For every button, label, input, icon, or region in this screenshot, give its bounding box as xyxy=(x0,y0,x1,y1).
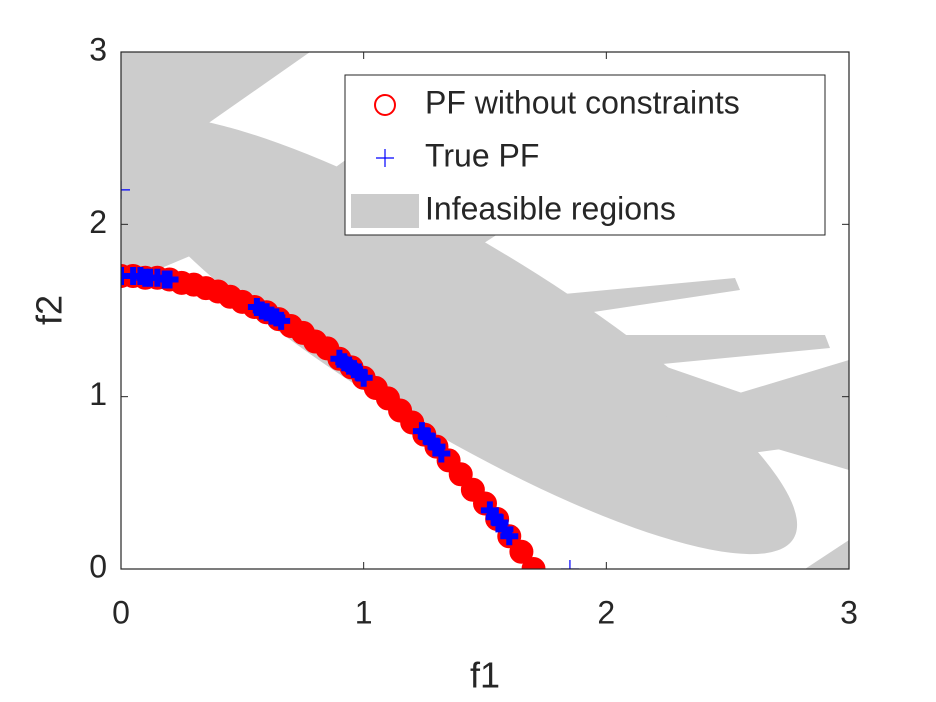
infeasible-regions xyxy=(121,52,849,569)
legend-marker xyxy=(376,149,394,167)
y-tick-label: 0 xyxy=(89,548,107,584)
point xyxy=(121,180,130,199)
axes-box xyxy=(120,51,850,570)
x-tick-label: 1 xyxy=(355,594,373,630)
point xyxy=(272,311,291,330)
x-tick-label: 2 xyxy=(597,594,615,630)
legend-label: PF without constraints xyxy=(425,84,740,120)
point xyxy=(432,444,451,463)
y-axis-label: f2 xyxy=(29,295,70,325)
legend-marker xyxy=(351,194,419,228)
y-tick-label: 2 xyxy=(89,204,107,240)
plot-marks xyxy=(121,180,579,569)
x-tick-label: 3 xyxy=(840,594,858,630)
x-axis-label: f1 xyxy=(470,655,500,696)
point xyxy=(560,560,579,569)
y-tick-label: 3 xyxy=(89,31,107,67)
point xyxy=(509,539,534,564)
point xyxy=(521,557,546,569)
point xyxy=(448,462,473,487)
y-tick-label: 1 xyxy=(89,376,107,412)
legend-label: True PF xyxy=(425,137,539,173)
point xyxy=(354,368,373,387)
point xyxy=(160,270,179,289)
legend-marker xyxy=(374,94,396,116)
legend-box xyxy=(344,74,826,236)
point xyxy=(500,527,519,546)
legend-label: Infeasible regions xyxy=(425,190,676,226)
x-tick-label: 0 xyxy=(112,594,130,630)
